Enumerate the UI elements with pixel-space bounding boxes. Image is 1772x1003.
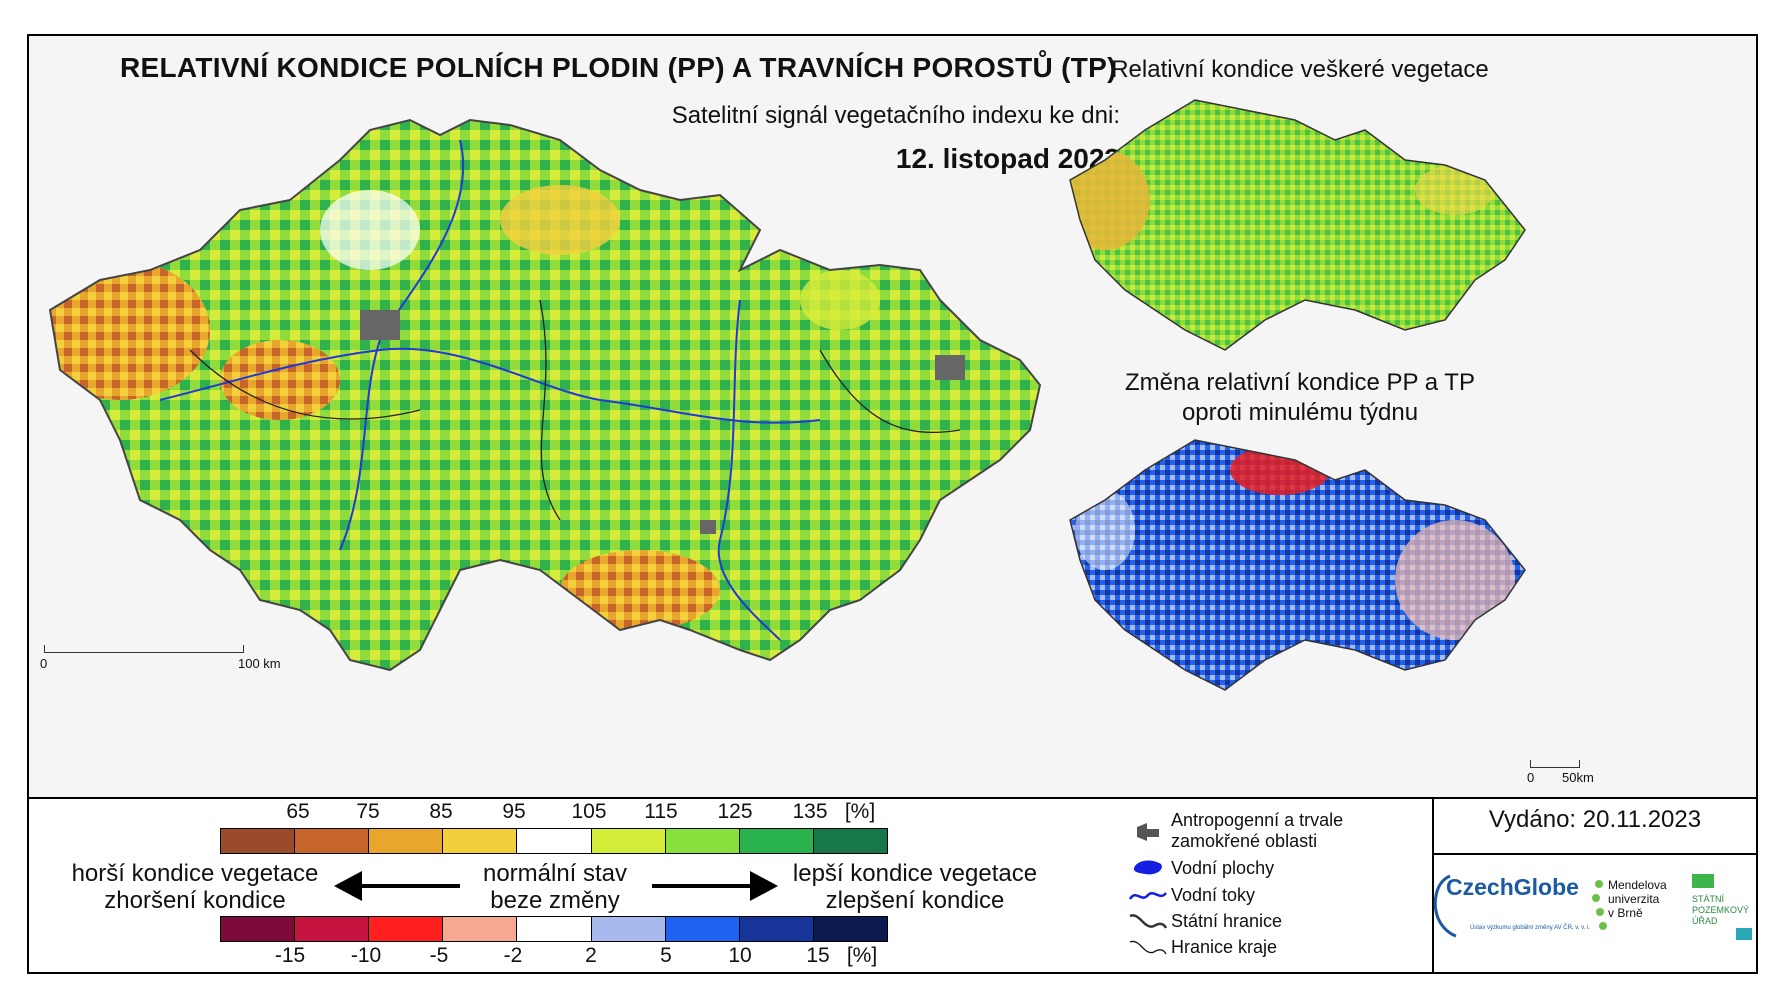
change-tick: 10 [728, 944, 752, 967]
condition-swatch-5 [591, 829, 666, 853]
change-color-bar [220, 916, 888, 942]
main-condition-map [48, 118, 1042, 672]
divider [1432, 797, 1434, 974]
river-icon [1125, 882, 1171, 908]
condition-tick: 135 [792, 800, 828, 823]
change-swatch-4 [517, 917, 592, 941]
water-body-icon [1125, 855, 1171, 881]
condition-swatch-7 [739, 829, 814, 853]
condition-swatch-1 [295, 829, 370, 853]
better-condition-label: lepší kondice vegetace zlepšení kondice [780, 860, 1050, 914]
issued-date: Vydáno: 20.11.2023 [1488, 806, 1702, 833]
state-border-label: Státní hranice [1171, 910, 1283, 931]
mendel-line2: univerzita [1608, 892, 1660, 906]
condition-swatch-0 [221, 829, 296, 853]
condition-tick: 95 [502, 800, 526, 823]
condition-tick: 125 [717, 800, 753, 823]
condition-tick: 65 [286, 800, 310, 823]
water-bodies-label: Vodní plochy [1171, 857, 1275, 878]
change-swatch-5 [591, 917, 666, 941]
change-tick: -2 [503, 944, 523, 967]
czechglobe-subtitle: Ústav výzkumu globální změny AV ČR, v. v… [1470, 925, 1591, 931]
change-tick: 15 [806, 944, 830, 967]
inset-vegetation-title: Relativní kondice veškeré vegetace [1111, 56, 1489, 83]
change-tick: 2 [585, 944, 597, 967]
normal-line2: beze změny [490, 887, 620, 914]
change-swatch-1 [295, 917, 370, 941]
condition-swatch-8 [813, 829, 887, 853]
condition-swatch-2 [369, 829, 444, 853]
change-swatch-0 [221, 917, 296, 941]
divider [27, 797, 1758, 799]
region-border-icon [1125, 934, 1171, 960]
change-tick: -15 [274, 944, 306, 967]
inset-change-title: Změna relativní kondice PP a TP oproti m… [1080, 368, 1520, 428]
anthropogenic-icon [1125, 818, 1171, 844]
change-swatch-8 [813, 917, 887, 941]
change-tick: 5 [660, 944, 672, 967]
inset-change-title-line2: oproti minulému týdnu [1181, 399, 1419, 426]
change-swatch-3 [443, 917, 518, 941]
inset-change-title-line1: Změna relativní kondice PP a TP [1125, 369, 1475, 396]
scale-bar [44, 645, 244, 653]
symbol-anthropogenic: Antropogenní a trvale zamokřené oblasti [1125, 810, 1343, 852]
spu-logo-accent [1736, 928, 1752, 940]
mendel-logo-icon [1592, 880, 1607, 930]
scale-label-zero: 0 [40, 656, 48, 671]
anthropogenic-line1: Antropogenní a trvale [1171, 810, 1344, 830]
arrow-right-icon [652, 871, 778, 901]
inset-scale-label-zero: 0 [1527, 770, 1535, 785]
change-swatch-7 [739, 917, 814, 941]
condition-swatch-6 [665, 829, 740, 853]
inset-vegetation-map [1069, 99, 1526, 351]
arrow-left-icon [334, 871, 460, 901]
map-subtitle: Satelitní signál vegetačního indexu ke d… [671, 102, 1120, 129]
condition-tick: 75 [356, 800, 380, 823]
mendel-line1: Mendelova [1608, 878, 1667, 892]
spu-logo: STÁTNÍ POZEMKOVÝ ÚŘAD [1692, 894, 1749, 927]
symbol-state-border: Státní hranice [1125, 908, 1282, 934]
map-title: RELATIVNÍ KONDICE POLNÍCH PLODIN (PP) A … [120, 52, 1117, 83]
state-border-icon [1125, 908, 1171, 934]
anthropogenic-line2: zamokřené oblasti [1171, 831, 1318, 851]
condition-tick: 115 [644, 800, 678, 823]
rivers-label: Vodní toky [1171, 884, 1256, 905]
symbol-water-bodies: Vodní plochy [1125, 855, 1274, 881]
symbol-region-border: Hranice kraje [1125, 934, 1277, 960]
normal-condition-label: normální stav beze změny [465, 860, 645, 914]
worse-condition-label: horší kondice vegetace zhoršení kondice [60, 860, 330, 914]
condition-swatch-4 [517, 829, 592, 853]
spu-line1: STÁTNÍ [1692, 894, 1725, 904]
inset-scale-label-50km: 50km [1562, 770, 1594, 785]
better-line1: lepší kondice vegetace [792, 860, 1038, 887]
worse-line2: zhoršení kondice [104, 887, 286, 914]
mendel-line3: v Brně [1608, 906, 1643, 920]
change-tick: -5 [429, 944, 449, 967]
worse-line1: horší kondice vegetace [71, 860, 319, 887]
change-tick: -10 [350, 944, 382, 967]
change-swatch-2 [369, 917, 444, 941]
czechglobe-logo: CzechGlobe [1446, 874, 1579, 900]
inset-scale-bar [1530, 760, 1580, 768]
spu-logo-icon [1692, 874, 1714, 888]
condition-unit: [%] [844, 800, 876, 823]
normal-line1: normální stav [482, 860, 628, 887]
spu-line2: POZEMKOVÝ [1692, 905, 1750, 915]
region-border-label: Hranice kraje [1171, 936, 1278, 957]
symbol-rivers: Vodní toky [1125, 882, 1255, 908]
mendel-logo: Mendelova univerzita v Brně [1608, 878, 1667, 920]
scale-label-100km: 100 km [238, 656, 281, 671]
inset-change-map [1069, 439, 1526, 691]
divider [1434, 853, 1758, 855]
better-line2: zlepšení kondice [825, 887, 1005, 914]
condition-tick: 85 [429, 800, 453, 823]
condition-tick: 105 [571, 800, 607, 823]
czechglobe-logo-icon [1433, 874, 1457, 938]
spu-line3: ÚŘAD [1692, 916, 1718, 926]
change-swatch-6 [665, 917, 740, 941]
change-unit: [%] [846, 944, 878, 967]
condition-color-bar [220, 828, 888, 854]
map-date: 12. listopad 2023 [895, 143, 1120, 174]
condition-swatch-3 [443, 829, 518, 853]
